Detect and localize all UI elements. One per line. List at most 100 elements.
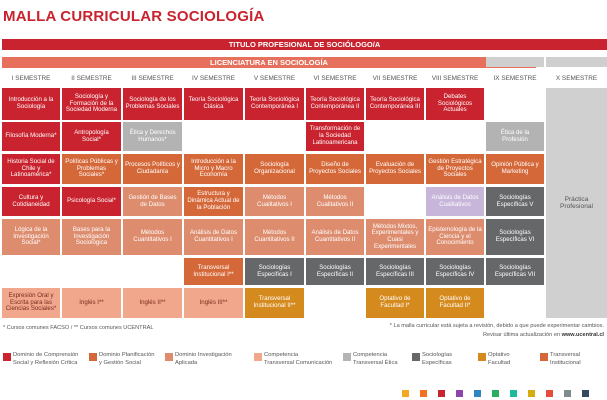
- course-cell[interactable]: Debates Sociológicos Actuales: [426, 88, 484, 120]
- course-cell[interactable]: Expresión Oral y Escrita para las Cienci…: [2, 288, 60, 318]
- semester-header: V SEMESTRE: [253, 75, 296, 82]
- legend-label: Dominio de Comprensión Social y Reflexión…: [13, 352, 79, 366]
- course-cell[interactable]: Optativo de Facultad II*: [426, 288, 484, 318]
- legend-item: Dominio de Comprensión Social y Reflexión…: [3, 352, 78, 368]
- course-cell[interactable]: Bases para la Investigación Sociológica: [62, 219, 121, 255]
- decorative-square: [564, 390, 571, 397]
- semester-header: I SEMESTRE: [11, 75, 51, 82]
- semester-header: VIII SEMESTRE: [431, 75, 479, 82]
- course-cell[interactable]: Sociologías Específicas IV: [426, 258, 484, 285]
- course-cell[interactable]: Teoría Sociológica Contemporánea II: [306, 88, 364, 120]
- semester-header: VII SEMESTRE: [372, 75, 418, 82]
- course-cell[interactable]: Introducción a la Sociología: [2, 88, 60, 120]
- legend-swatch: [254, 353, 262, 361]
- footnote-common-courses: * Cursos comunes FACSO / ** Cursos comun…: [3, 325, 154, 331]
- course-cell[interactable]: Gestión Estratégica de Proyectos Sociale…: [426, 154, 484, 184]
- professional-title-band: TITULO PROFESIONAL DE SOCIÓLOGO/A: [2, 39, 607, 50]
- course-cell[interactable]: Sociologías Específicas II: [306, 258, 364, 285]
- footnote-review: * La malla curricular está sujeta a revi…: [389, 323, 604, 329]
- semester-header: VI SEMESTRE: [313, 75, 357, 82]
- course-cell[interactable]: Inglés II**: [123, 288, 182, 318]
- course-cell[interactable]: Evaluación de Proyectos Sociales: [366, 154, 424, 184]
- decorative-square: [456, 390, 463, 397]
- course-cell[interactable]: Políticas Públicas y Problemas Sociales*: [62, 154, 121, 184]
- legend-swatch: [165, 353, 173, 361]
- course-cell[interactable]: Antropología Social*: [62, 122, 121, 151]
- course-cell[interactable]: Opinión Pública y Marketing: [486, 154, 544, 184]
- decorative-square: [420, 390, 427, 397]
- course-cell[interactable]: Métodos Mixtos, Experimentales y Cuasi E…: [366, 219, 424, 255]
- course-cell[interactable]: Métodos Cualitativos II: [306, 187, 364, 216]
- course-cell[interactable]: Inglés III**: [184, 288, 243, 318]
- course-cell[interactable]: Métodos Cualitativos I: [245, 187, 304, 216]
- course-cell[interactable]: Lógica de la Investigación Social*: [2, 219, 60, 255]
- course-cell[interactable]: Transformación de la Sociedad Latinoamer…: [306, 122, 364, 151]
- legend-item: Competencia Transversal Comunicación: [254, 352, 332, 368]
- legend-swatch: [478, 353, 486, 361]
- decorative-square: [402, 390, 409, 397]
- decorative-square: [474, 390, 481, 397]
- decorative-square: [546, 390, 553, 397]
- decorative-square: [492, 390, 499, 397]
- course-cell[interactable]: Sociologías Específicas III: [366, 258, 424, 285]
- course-cell[interactable]: Análisis de Datos Cuantitativos II: [306, 219, 364, 255]
- semester-header: IV SEMESTRE: [192, 75, 235, 82]
- course-cell[interactable]: Análisis de Datos Cualitativos: [426, 187, 484, 216]
- footnote-url[interactable]: www.ucentral.cl: [561, 332, 604, 338]
- course-cell[interactable]: Inglés I**: [62, 288, 121, 318]
- course-cell[interactable]: Sociología de los Problemas Sociales: [123, 88, 182, 120]
- course-cell[interactable]: Análisis de Datos Cuantitativos I: [184, 219, 243, 255]
- legend-item: Dominio Investigación Aplicada: [165, 352, 232, 368]
- course-cell[interactable]: Teoría Sociológica Contemporánea III: [366, 88, 424, 120]
- course-cell[interactable]: Sociologías Específicas VI: [486, 219, 544, 255]
- semester-header: IX SEMESTRE: [493, 75, 537, 82]
- footnote-update-prefix: Revisar última actualización en: [482, 332, 562, 338]
- course-cell[interactable]: Métodos Cuantitativos II: [245, 219, 304, 255]
- decorative-square: [438, 390, 445, 397]
- course-cell[interactable]: Sociología Organizacional: [245, 154, 304, 184]
- course-cell[interactable]: Teoría Sociológica Contemporánea I: [245, 88, 304, 120]
- course-cell[interactable]: Ética de la Profesión: [486, 122, 544, 151]
- course-cell[interactable]: Diseño de Proyectos Sociales: [306, 154, 364, 184]
- course-cell[interactable]: Gestión de Bases de Datos: [123, 187, 182, 216]
- course-cell[interactable]: Estructura y Dinámica Actual de la Pobla…: [184, 187, 243, 216]
- legend-swatch: [412, 353, 420, 361]
- course-cell[interactable]: Teoría Sociológica Clásica: [184, 88, 243, 120]
- course-cell[interactable]: Sociologías Específicas VII: [486, 258, 544, 285]
- footnote-update: Revisar última actualización en www.ucen…: [483, 332, 604, 338]
- legend-label: Dominio Planificación y Gestión Social: [99, 352, 155, 366]
- course-cell[interactable]: Sociología y Formación de la Sociedad Mo…: [62, 88, 121, 120]
- license-band: LICENCIATURA EN SOCIOLOGÍA: [2, 57, 536, 68]
- legend-swatch: [3, 353, 11, 361]
- legend-label: Sociologías Específicas: [422, 352, 452, 366]
- legend-item: Optativo Facultad: [478, 352, 510, 368]
- legend-item: Transversal Institucional: [540, 352, 581, 368]
- course-cell-practica[interactable]: Práctica Profesional: [546, 88, 607, 318]
- legend-label: Transversal Institucional: [550, 352, 581, 366]
- course-cell[interactable]: Optativo de Facultad I*: [366, 288, 424, 318]
- semester-header: III SEMESTRE: [131, 75, 174, 82]
- course-cell[interactable]: Introducción a la Micro y Macro Economía: [184, 154, 243, 184]
- legend-item: Sociologías Específicas: [412, 352, 452, 368]
- course-cell[interactable]: Epistemología de la Ciencia y el Conocim…: [426, 219, 484, 255]
- decorative-square: [582, 390, 589, 397]
- course-cell[interactable]: Procesos Políticos y Ciudadanía: [123, 154, 182, 184]
- legend-label: Competencia Transversal Ética: [353, 352, 398, 366]
- decorative-square: [510, 390, 517, 397]
- course-cell[interactable]: Historia Social de Chile y Latinoamérica…: [2, 154, 60, 184]
- semester-header: II SEMESTRE: [71, 75, 112, 82]
- course-cell[interactable]: Sociologías Específicas V: [486, 187, 544, 216]
- course-cell[interactable]: Psicología Social*: [62, 187, 121, 216]
- course-cell[interactable]: Ética y Derechos Humanos*: [123, 122, 182, 151]
- course-cell[interactable]: Filosofía Moderna*: [2, 122, 60, 151]
- legend-label: Optativo Facultad: [488, 352, 511, 366]
- course-cell[interactable]: Métodos Cuantitativos I: [123, 219, 182, 255]
- course-cell[interactable]: Transversal Institucional I**: [184, 258, 243, 285]
- course-cell[interactable]: Transversal Institucional II**: [245, 288, 304, 318]
- course-cell[interactable]: Sociologías Específicas I: [245, 258, 304, 285]
- course-cell[interactable]: Cultura y Cotidianeidad: [2, 187, 60, 216]
- x-band-filler: [546, 57, 607, 67]
- ix-band-filler: [486, 57, 544, 67]
- legend-swatch: [343, 353, 351, 361]
- legend-label: Dominio Investigación Aplicada: [175, 352, 232, 366]
